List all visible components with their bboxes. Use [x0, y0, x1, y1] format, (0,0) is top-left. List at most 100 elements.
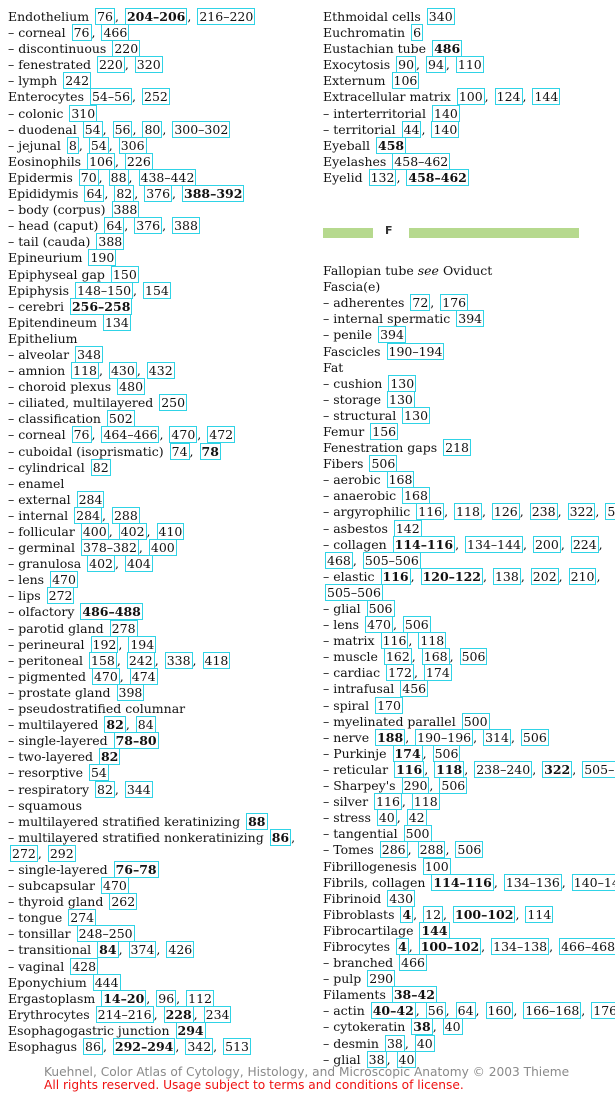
page-link[interactable]: 202 — [530, 567, 559, 585]
page-link[interactable]: 470 — [91, 667, 120, 685]
page-link[interactable]: 168 — [421, 648, 450, 666]
page-link[interactable]: 238–240 — [474, 760, 533, 778]
page-link[interactable]: 432 — [146, 362, 175, 380]
page-link[interactable]: 126 — [491, 503, 520, 521]
page-link[interactable]: 204–206 — [124, 8, 188, 25]
page-link[interactable]: 140 — [432, 104, 460, 122]
page-link[interactable]: 506 — [402, 616, 431, 634]
page-link[interactable]: 76 — [71, 426, 92, 444]
page-link[interactable]: 226 — [124, 152, 153, 170]
page-link[interactable]: 290 — [367, 970, 396, 988]
page-link[interactable]: 78–80 — [113, 732, 159, 750]
page-link[interactable]: 148–150 — [75, 281, 134, 299]
page-link[interactable]: 110 — [455, 56, 484, 74]
page-link[interactable]: 398 — [116, 683, 145, 701]
page-link[interactable]: 388 — [111, 201, 140, 219]
page-link[interactable]: 82 — [90, 458, 111, 476]
page-link[interactable]: 140 — [431, 120, 460, 138]
page-link[interactable]: 340 — [426, 8, 455, 25]
page-link[interactable]: 272 — [10, 844, 38, 862]
page-link[interactable]: 288 — [417, 841, 446, 859]
page-link[interactable]: 506 — [366, 600, 395, 617]
page-link[interactable]: 506 — [605, 503, 615, 521]
page-link[interactable]: 86 — [83, 1038, 103, 1055]
page-link[interactable]: 114 — [525, 905, 554, 923]
page-link[interactable]: 76–78 — [113, 860, 159, 878]
page-link[interactable]: 174 — [423, 664, 452, 682]
page-link[interactable]: 38 — [411, 1018, 433, 1036]
page-link[interactable]: 378–382 — [80, 539, 139, 557]
page-link[interactable]: 158 — [89, 651, 117, 669]
page-link[interactable]: 290 — [401, 777, 430, 795]
page-link[interactable]: 456 — [400, 680, 429, 698]
page-link[interactable]: 116 — [416, 503, 445, 521]
page-link[interactable]: 72 — [410, 294, 431, 312]
page-link[interactable]: 214–216 — [95, 1005, 154, 1023]
page-link[interactable]: 234 — [203, 1005, 232, 1023]
page-link[interactable]: 322 — [567, 503, 596, 521]
page-link[interactable]: 466–468 — [559, 937, 615, 955]
page-link[interactable]: 262 — [109, 893, 138, 911]
page-link[interactable]: 274 — [68, 909, 97, 927]
page-link[interactable]: 228 — [163, 1005, 194, 1023]
page-link[interactable]: 256–258 — [69, 297, 133, 315]
page-link[interactable]: 286 — [379, 841, 408, 859]
page-link[interactable]: 118 — [418, 632, 447, 650]
page-link[interactable]: 118 — [434, 760, 465, 778]
page-link[interactable]: 74 — [169, 442, 190, 460]
page-link[interactable]: 80 — [142, 120, 163, 138]
page-link[interactable]: 140–142 — [571, 873, 615, 891]
page-link[interactable]: 506 — [520, 728, 549, 746]
page-link[interactable]: 342 — [185, 1038, 214, 1055]
page-link[interactable]: 82 — [104, 716, 126, 734]
page-link[interactable]: 472 — [207, 426, 236, 444]
page-link[interactable]: 320 — [134, 56, 163, 74]
page-link[interactable]: 116 — [380, 567, 411, 585]
page-link[interactable]: 200 — [532, 535, 561, 553]
page-link[interactable]: 124 — [494, 88, 523, 106]
page-link[interactable]: 54 — [88, 136, 109, 154]
page-link[interactable]: 172 — [386, 664, 414, 682]
page-link[interactable]: 252 — [142, 88, 170, 106]
page-link[interactable]: 278 — [109, 619, 138, 637]
page-link[interactable]: 176 — [440, 294, 469, 312]
page-link[interactable]: 418 — [202, 651, 231, 669]
page-link[interactable]: 242 — [63, 72, 92, 90]
page-link[interactable]: 64 — [104, 217, 125, 235]
page-link[interactable]: 114–116 — [392, 535, 456, 553]
page-link[interactable]: 82 — [114, 185, 135, 203]
page-link[interactable]: 292–294 — [112, 1038, 176, 1055]
page-link[interactable]: 38 — [366, 1050, 387, 1068]
page-link[interactable]: 56 — [425, 1002, 446, 1020]
page-link[interactable]: 40 — [442, 1018, 463, 1036]
page-link[interactable]: 100 — [456, 88, 485, 106]
page-link[interactable]: 190–196 — [415, 728, 474, 746]
page-link[interactable]: 470 — [365, 616, 393, 634]
page-link[interactable]: 500 — [403, 825, 432, 843]
page-link[interactable]: 480 — [117, 378, 146, 396]
page-link[interactable]: 505–506 — [582, 760, 615, 778]
page-link[interactable]: 294 — [175, 1021, 206, 1039]
page-link[interactable]: 94 — [426, 56, 446, 74]
page-link[interactable]: 116 — [374, 793, 402, 811]
page-link[interactable]: 468 — [325, 551, 353, 569]
page-link[interactable]: 134–136 — [503, 873, 562, 891]
page-link[interactable]: 426 — [166, 941, 195, 959]
page-link[interactable]: 402 — [87, 555, 115, 573]
page-link[interactable]: 64 — [84, 185, 105, 203]
page-link[interactable]: 4 — [396, 937, 409, 955]
page-link[interactable]: 130 — [387, 390, 415, 408]
page-link[interactable]: 100–102 — [453, 905, 516, 923]
page-link[interactable]: 54–56 — [89, 88, 133, 106]
page-link[interactable]: 220 — [112, 40, 141, 58]
page-link[interactable]: 116 — [394, 760, 425, 778]
page-link[interactable]: 12 — [423, 905, 444, 923]
page-link[interactable]: 322 — [542, 760, 573, 778]
page-link[interactable]: 506 — [432, 744, 461, 762]
page-link[interactable]: 106 — [391, 72, 420, 90]
page-link[interactable]: 505–506 — [325, 583, 383, 601]
page-link[interactable]: 138 — [492, 567, 521, 585]
page-link[interactable]: 464–466 — [101, 426, 160, 444]
page-link[interactable]: 376 — [134, 217, 163, 235]
page-link[interactable]: 506 — [439, 777, 468, 795]
